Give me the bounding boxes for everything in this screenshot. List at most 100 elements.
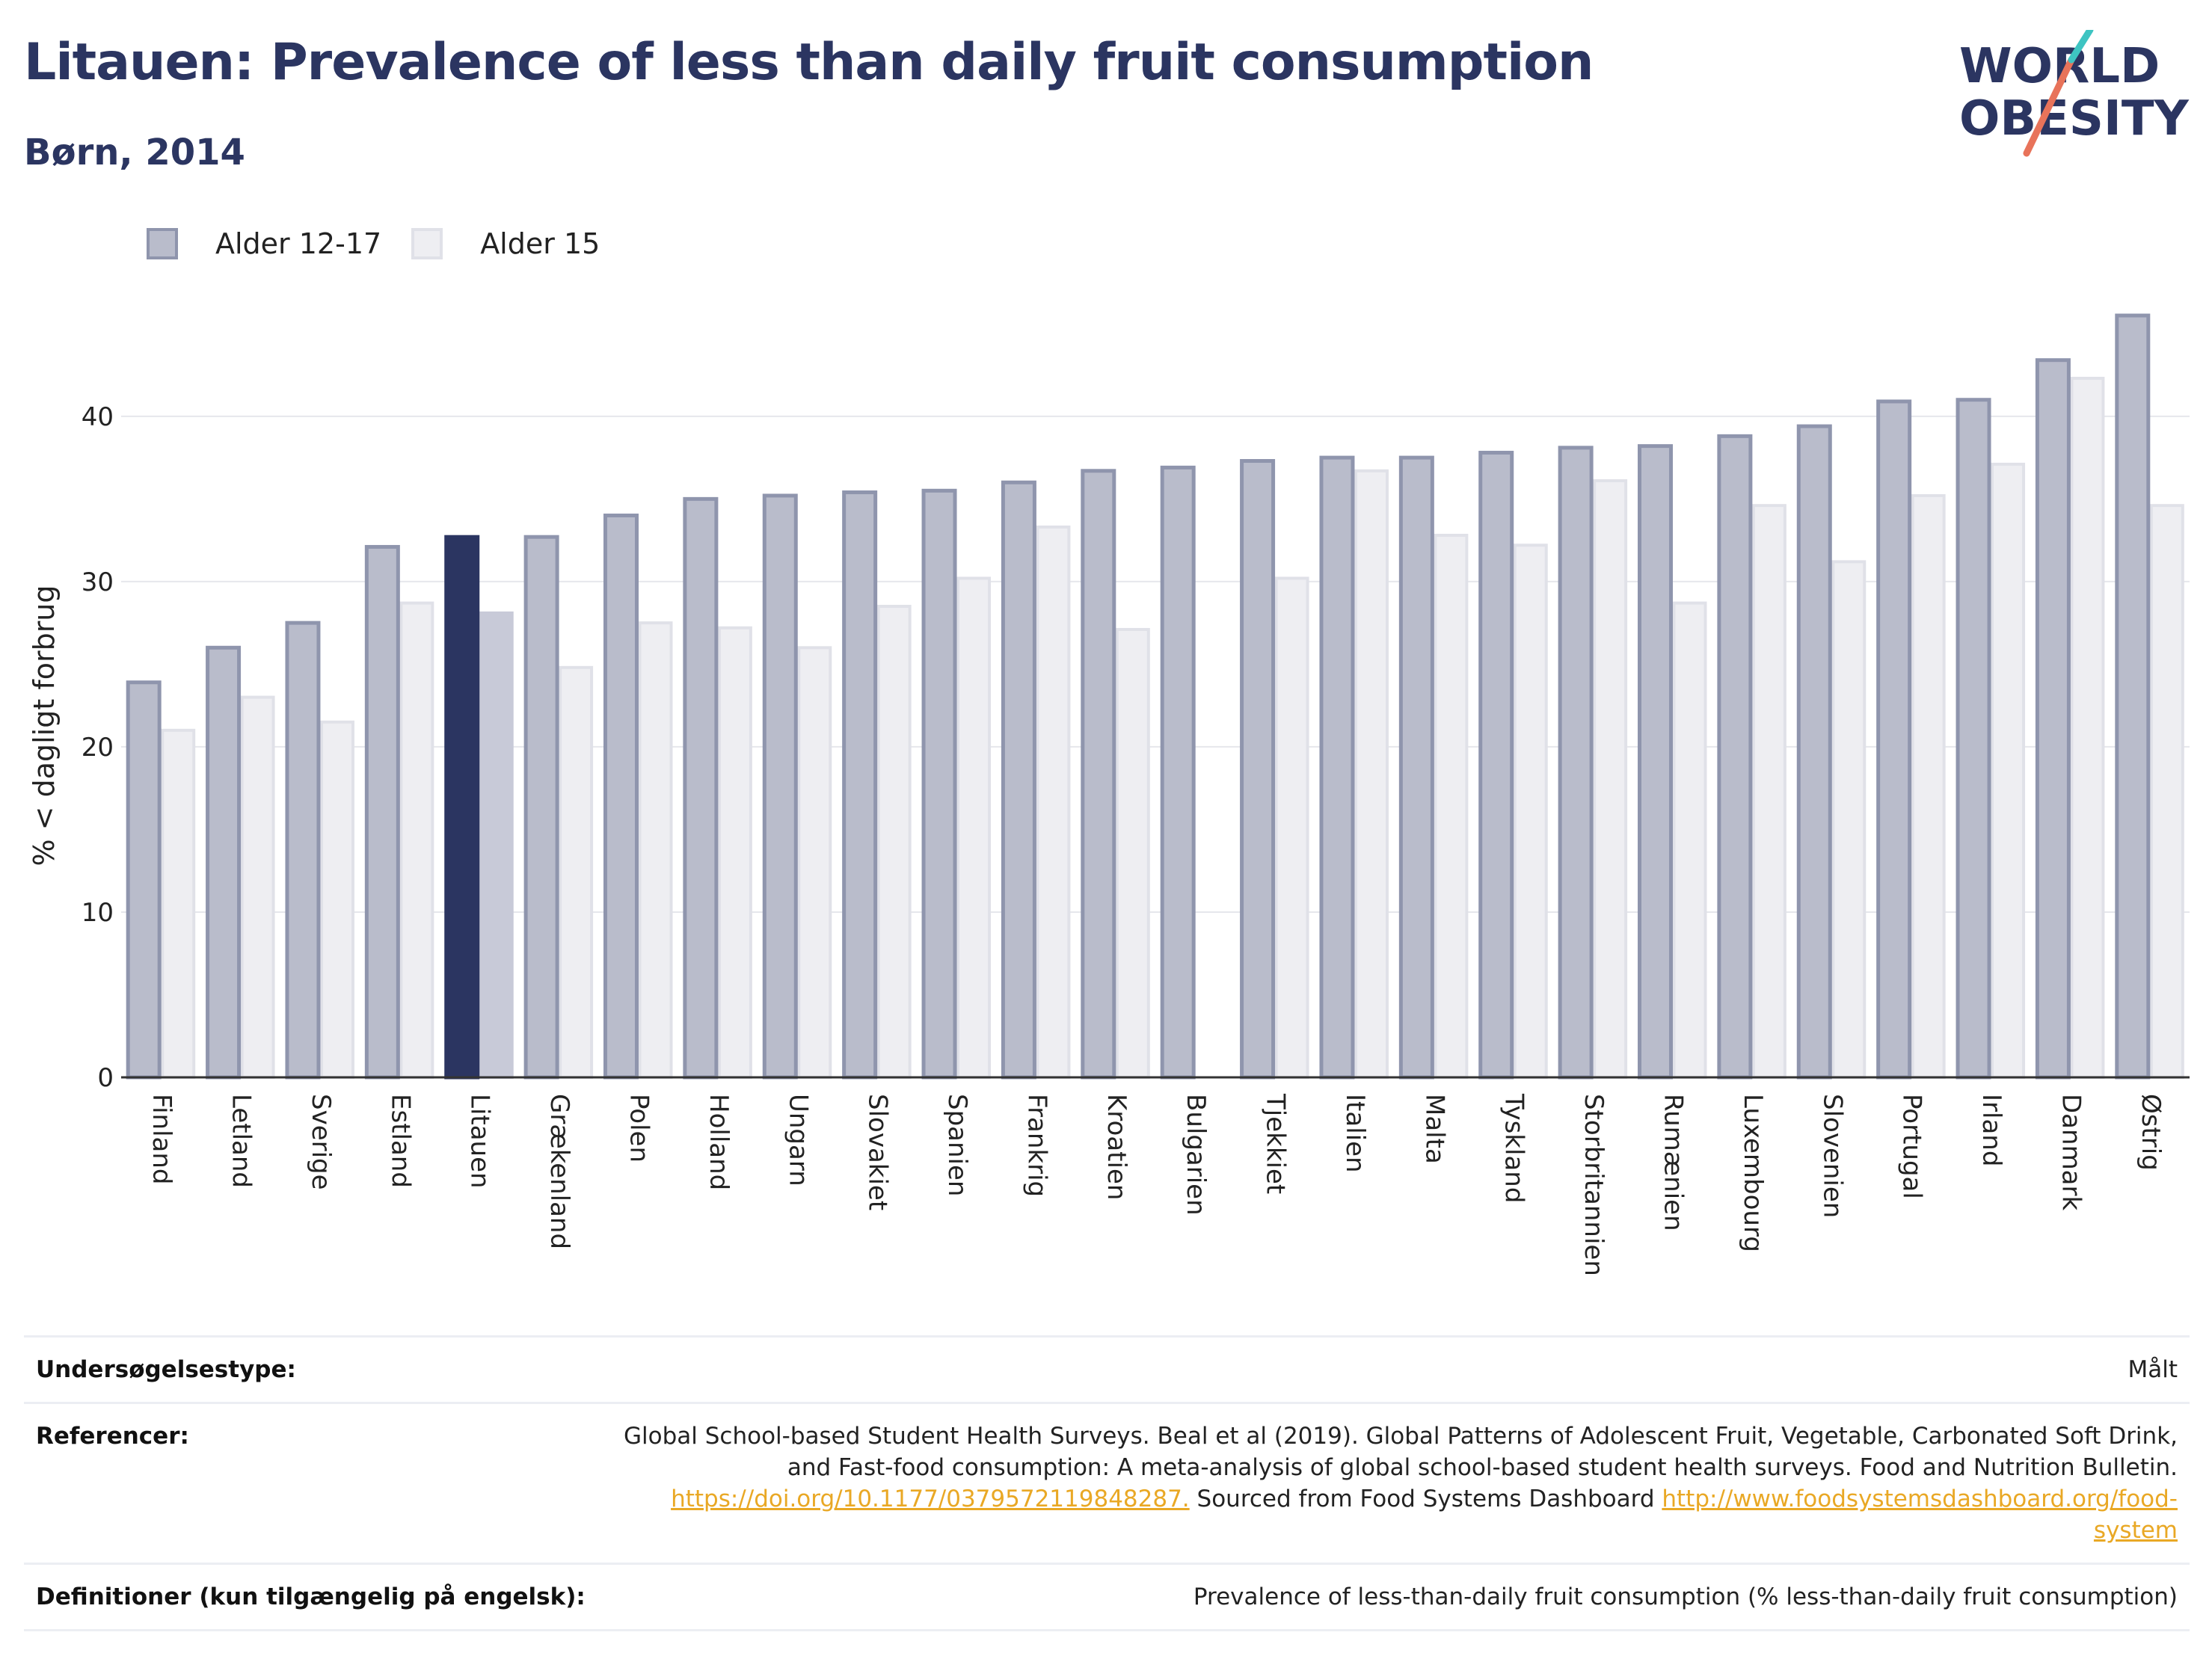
legend-swatch-series2 <box>411 228 443 259</box>
chart-footer: Undersøgelsestype: Målt Referencer: Glob… <box>24 1335 2190 1631</box>
bar-alder-12-17 <box>762 493 798 1080</box>
bar-alder-12-17 <box>126 680 162 1080</box>
bar-alder-15 <box>1991 462 2026 1079</box>
footer-label-references: Referencer: <box>36 1423 189 1450</box>
bar-alder-12-17 <box>1796 424 1832 1080</box>
bar-alder-12-17 <box>1160 465 1196 1080</box>
bar-alder-12-17 <box>364 544 400 1080</box>
chart-legend: Alder 12-17 Alder 15 <box>147 221 630 266</box>
reference-middle-text: Sourced from Food Systems Dashboard <box>1189 1486 1662 1512</box>
bar-alder-15 <box>1115 627 1150 1079</box>
bar-alder-15 <box>956 576 992 1079</box>
footer-row-survey-type: Undersøgelsestype: Målt <box>24 1335 2190 1402</box>
bar-alder-15 <box>2070 376 2105 1079</box>
bar-alder-12-17 <box>523 535 559 1080</box>
x-category-label: Malta <box>1419 1094 1449 1164</box>
bar-alder-12-17 <box>285 621 321 1080</box>
x-category-label: Østrig <box>2136 1094 2166 1171</box>
bar-alder-15 <box>876 605 912 1079</box>
bar-alder-15 <box>479 611 514 1079</box>
x-category-label: Tjekkiet <box>1261 1093 1291 1194</box>
bar-alder-15 <box>319 720 354 1080</box>
bar-alder-12-17 <box>444 535 480 1080</box>
page-subtitle: Børn, 2014 <box>24 132 245 173</box>
bar-alder-12-17 <box>683 496 719 1080</box>
bar-alder-12-17 <box>1558 446 1594 1080</box>
bar-alder-12-17 <box>603 513 639 1080</box>
bar-alder-12-17 <box>1478 450 1514 1080</box>
x-category-label: Finland <box>147 1094 176 1185</box>
legend-label-series1: Alder 12-17 <box>215 227 382 260</box>
bar-alder-15 <box>1036 525 1071 1079</box>
legend-label-series2: Alder 15 <box>480 227 600 260</box>
footer-row-definitions: Definitioner (kun tilgængelig på engelsk… <box>24 1563 2190 1631</box>
footer-row-references: Referencer: Global School-based Student … <box>24 1402 2190 1563</box>
bar-alder-15 <box>1274 576 1309 1079</box>
logo-line2: OBESITY <box>1959 91 2189 147</box>
y-tick-label: 10 <box>82 898 114 928</box>
dashboard-link[interactable]: http://www.foodsystemsdashboard.org/food… <box>1662 1486 2178 1544</box>
footer-value-survey-type: Målt <box>2127 1356 2178 1383</box>
legend-swatch-series1 <box>147 228 178 259</box>
x-category-label: Storbritannien <box>1579 1094 1609 1276</box>
x-category-label: Slovenien <box>1817 1094 1847 1218</box>
footer-value-definitions: Prevalence of less-than-daily fruit cons… <box>1193 1583 2178 1610</box>
x-category-label: Slovakiet <box>863 1094 893 1210</box>
legend-item-series2[interactable]: Alder 15 <box>411 227 600 260</box>
x-category-label: Ungarn <box>783 1094 813 1186</box>
legend-item-series1[interactable]: Alder 12-17 <box>147 227 381 260</box>
reference-line-2: and Fast-food consumption: A meta-analys… <box>787 1454 2178 1481</box>
bar-alder-15 <box>1513 544 1548 1079</box>
x-category-label: Bulgarien <box>1181 1094 1211 1216</box>
bar-chart: 0 10 20 30 40 % < dagligt forbrug Finland Letla… <box>28 313 2190 1276</box>
doi-link[interactable]: https://doi.org/10.1177/0379572119848287… <box>671 1486 1190 1512</box>
x-category-label: Estland <box>385 1094 415 1188</box>
x-category-label: Danmark <box>2056 1094 2086 1210</box>
x-category-label: Letland <box>227 1094 256 1188</box>
logo-slash-lower <box>2023 56 2075 157</box>
y-axis-title: % < dagligt forbrug <box>28 585 61 866</box>
bar-alder-12-17 <box>2115 313 2151 1080</box>
bar-alder-12-17 <box>1001 480 1036 1080</box>
y-tick-label: 0 <box>97 1063 114 1093</box>
x-category-label: Irland <box>1976 1094 2006 1166</box>
bar-alder-15 <box>2149 504 2184 1079</box>
bar-alder-15 <box>399 601 434 1079</box>
x-category-label: Sverige <box>306 1094 336 1190</box>
x-category-label: Spanien <box>942 1094 972 1196</box>
x-category-label: Italien <box>1340 1094 1370 1173</box>
bar-alder-12-17 <box>1638 444 1673 1080</box>
bar-alder-15 <box>1434 533 1469 1079</box>
y-tick-label: 40 <box>82 402 114 432</box>
footer-value-references: Global School-based Student Health Surve… <box>607 1420 2178 1546</box>
reference-line-1: Global School-based Student Health Surve… <box>624 1423 2178 1450</box>
bar-alder-15 <box>1354 469 1389 1079</box>
bar-alder-12-17 <box>1876 399 1912 1080</box>
x-category-label: Portugal <box>1897 1094 1927 1199</box>
bar-alder-15 <box>1911 493 1946 1079</box>
bar-alder-12-17 <box>2035 358 2071 1080</box>
bar-alder-15 <box>559 665 594 1079</box>
bar-alder-12-17 <box>1717 434 1753 1080</box>
x-category-label: Tyskland <box>1499 1093 1529 1203</box>
logo-slash-upper <box>2068 30 2094 64</box>
bar-alder-15 <box>240 695 275 1080</box>
x-category-label: Kroatien <box>1102 1094 1131 1200</box>
x-category-label: Polen <box>624 1094 654 1163</box>
x-category-label: Luxembourg <box>1738 1094 1768 1252</box>
bar-alder-12-17 <box>921 488 957 1080</box>
bar-alder-15 <box>797 646 832 1079</box>
bar-alder-15 <box>1751 504 1787 1079</box>
footer-label-survey-type: Undersøgelsestype: <box>36 1356 296 1383</box>
world-obesity-logo: WORLD OBESITY <box>1959 30 2189 157</box>
page-title: Litauen: Prevalence of less than daily f… <box>24 33 1594 92</box>
bar-alder-12-17 <box>1240 459 1276 1080</box>
bar-alder-15 <box>1593 479 1628 1079</box>
bar-alder-12-17 <box>842 490 878 1080</box>
y-tick-label: 30 <box>82 567 114 597</box>
bar-alder-12-17 <box>206 645 242 1080</box>
y-tick-label: 20 <box>82 733 114 763</box>
bar-alder-12-17 <box>1319 455 1355 1080</box>
x-category-label: Holland <box>704 1094 734 1190</box>
bar-alder-12-17 <box>1956 398 1991 1080</box>
